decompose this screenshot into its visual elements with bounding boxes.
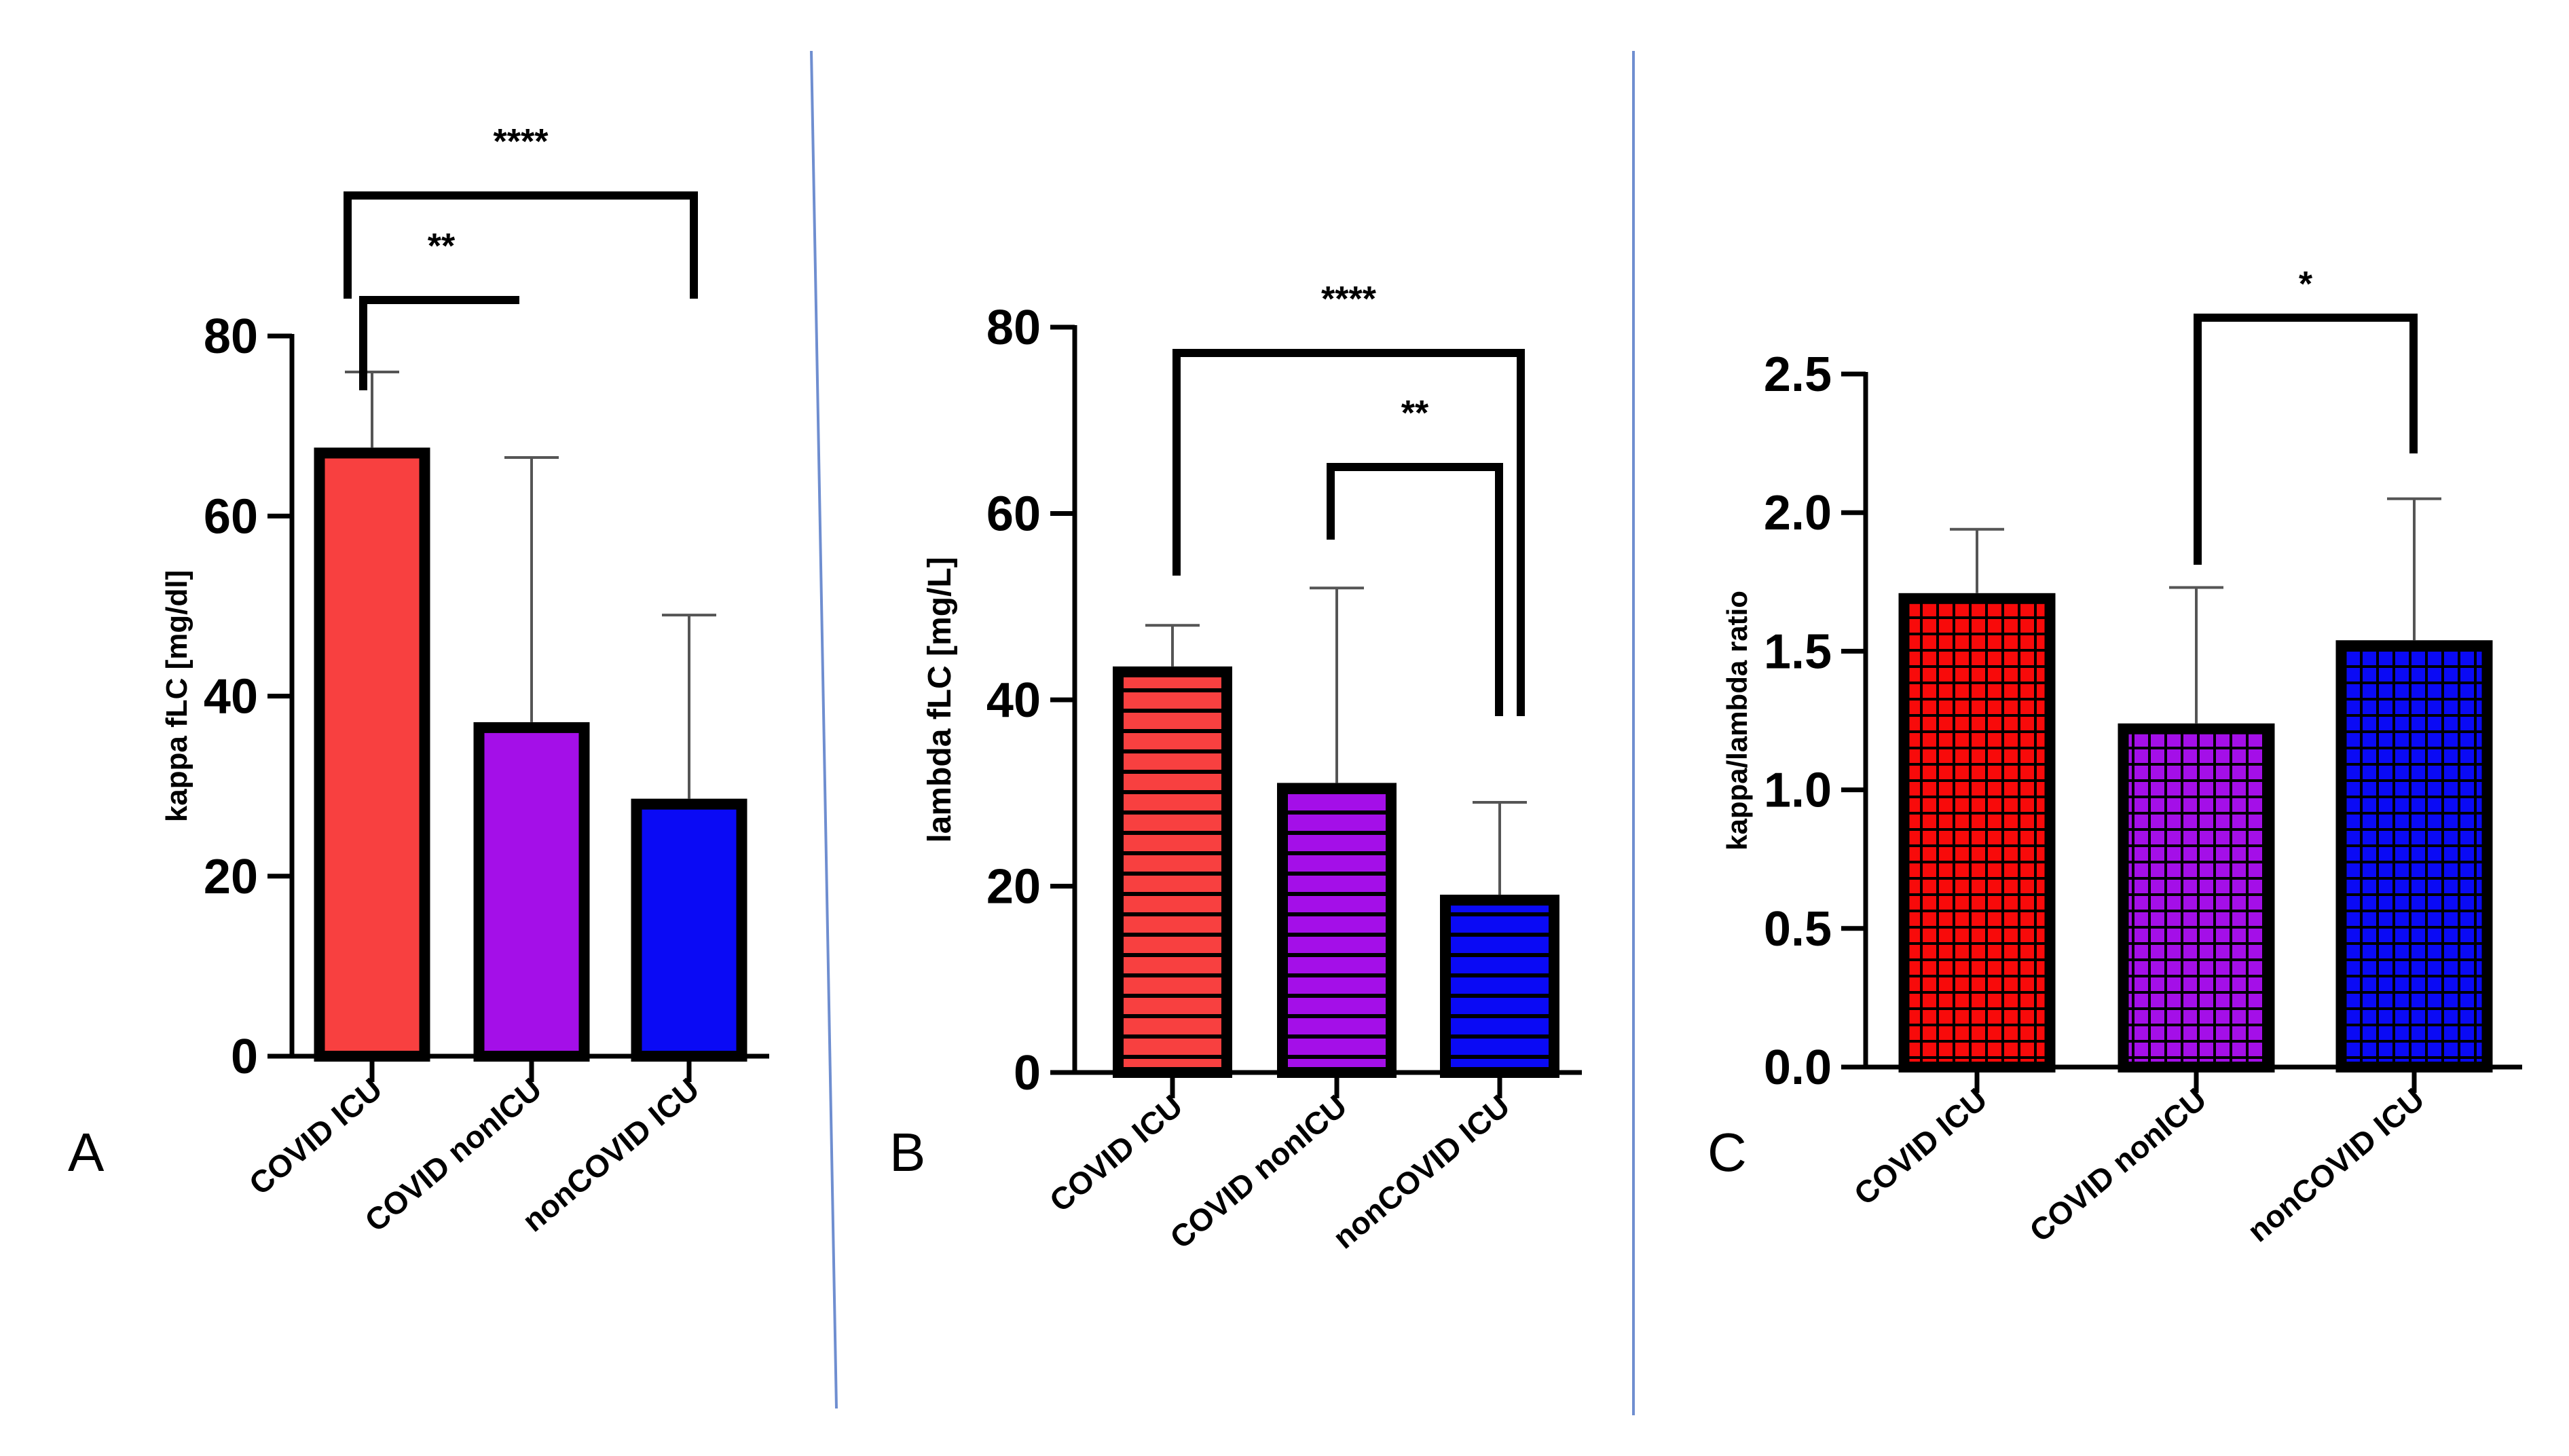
- x-tick-label: COVID ICU: [1043, 1088, 1189, 1219]
- y-tick-label: 60: [986, 487, 1041, 542]
- x-tick-label: COVID nonICU: [1163, 1088, 1353, 1256]
- significance-label: **: [428, 227, 456, 266]
- significance-bracket: [1327, 463, 1503, 716]
- bar: [314, 447, 430, 1062]
- y-tick-label: 80: [986, 301, 1041, 355]
- significance-label: *: [2299, 265, 2313, 304]
- significance-bracket: [344, 191, 698, 299]
- panel-letter: B: [889, 1122, 925, 1182]
- bar: [2118, 723, 2275, 1072]
- significance-bracket: [359, 296, 519, 390]
- y-tick-label: 80: [204, 310, 258, 364]
- y-tick-label: 1.0: [1764, 764, 1832, 818]
- y-axis-label: kappa/lambda ratio: [1721, 591, 1753, 851]
- y-tick-label: 1.5: [1764, 624, 1832, 679]
- y-axis-label: kappa fLC [mg/dl]: [160, 570, 193, 823]
- bar: [473, 722, 590, 1062]
- x-tick-label: COVID ICU: [1847, 1081, 1994, 1212]
- y-axis-label: lambda fLC [mg/L]: [922, 557, 958, 842]
- y-tick-label: 2.0: [1764, 486, 1832, 540]
- y-tick-label: 0.0: [1764, 1041, 1832, 1095]
- significance-label: **: [1401, 394, 1429, 433]
- x-tick-label: COVID nonICU: [2022, 1081, 2213, 1249]
- panel-c: 0.0 0.5 1.0 1.5 2.0 2.5 COVID ICU COVID nonICU n…: [1707, 265, 2522, 1249]
- y-tick-label: 2.5: [1764, 348, 1832, 402]
- panel-letter: A: [68, 1122, 105, 1182]
- y-tick-label: 40: [986, 673, 1041, 728]
- significance-bracket: [2194, 314, 2418, 565]
- x-tick-label: nonCOVID ICU: [2240, 1081, 2431, 1249]
- x-tick-label: COVID ICU: [242, 1071, 389, 1202]
- bar: [2335, 640, 2493, 1072]
- y-tick-label: 0: [231, 1030, 258, 1084]
- bar: [631, 798, 747, 1062]
- panel-letter: C: [1707, 1122, 1747, 1182]
- y-tick-label: 40: [204, 670, 258, 724]
- y-tick-label: 0: [1014, 1046, 1041, 1100]
- bar: [1898, 593, 2056, 1072]
- y-tick-label: 20: [986, 860, 1041, 914]
- y-tick-label: 0.5: [1764, 902, 1832, 956]
- y-tick-label: 20: [204, 850, 258, 904]
- significance-label: ****: [494, 122, 549, 162]
- bar: [1277, 783, 1397, 1078]
- y-tick-label: 60: [204, 489, 258, 544]
- bar: [1113, 666, 1232, 1078]
- significance-bracket: [1172, 349, 1525, 716]
- bar: [1440, 895, 1559, 1079]
- x-tick-label: nonCOVID ICU: [1326, 1088, 1516, 1256]
- significance-label: ****: [1321, 280, 1377, 319]
- separator-1: [810, 50, 838, 1409]
